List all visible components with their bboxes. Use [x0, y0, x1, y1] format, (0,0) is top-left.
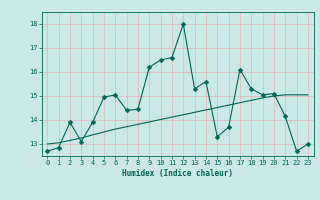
X-axis label: Humidex (Indice chaleur): Humidex (Indice chaleur) [122, 169, 233, 178]
